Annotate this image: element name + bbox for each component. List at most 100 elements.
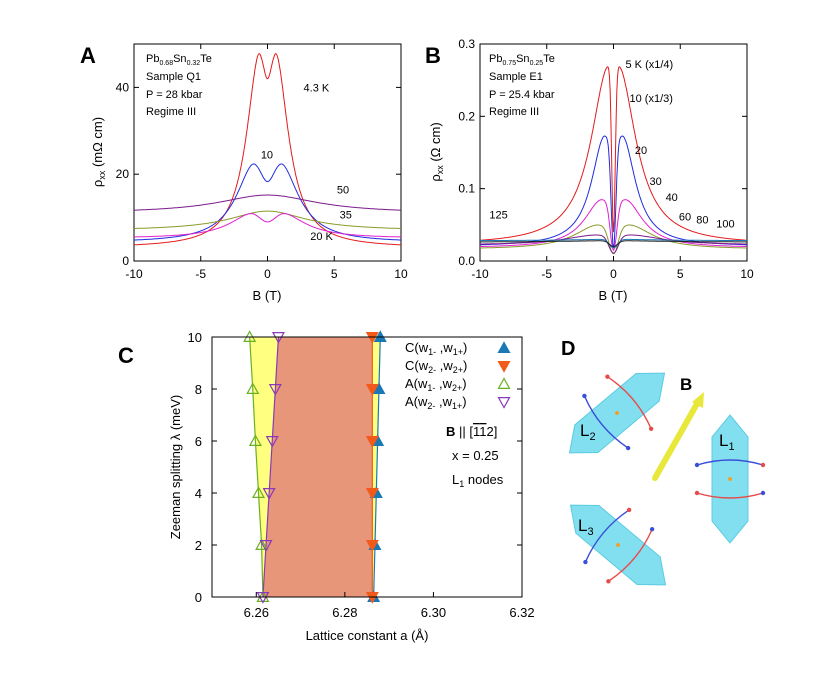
chart-panel-a: 4.3 K 10 50 35 20 K -10 -5 0 5 10 0 20 40 Pb0.68Sn0… — [90, 43, 408, 303]
regime-a: Regime III — [146, 106, 196, 118]
marker-c-3-3 — [265, 436, 279, 448]
marker-c-2-4 — [246, 382, 260, 394]
legend-entry-c-1: C(w2- ,w2+) — [405, 358, 467, 375]
xlabel-b: B (T) — [599, 288, 628, 303]
field-label-d: B — [680, 375, 692, 394]
xtick-label-b-0: -10 — [471, 267, 489, 281]
nodes-label: L1 nodes — [452, 472, 504, 489]
curve-label-a-1: 10 — [261, 150, 273, 162]
phase-regions-c — [249, 337, 381, 597]
series-group-a: 4.3 K 10 50 35 20 K — [134, 53, 401, 246]
ytick-label-c-0: 0 — [195, 590, 202, 605]
marker-c-1-2 — [365, 488, 379, 500]
xtick-label-a-1: -5 — [195, 267, 206, 281]
sample-a: Sample Q1 — [146, 71, 201, 83]
panel-letter-b: B — [425, 43, 441, 68]
marker-c-3-5 — [271, 332, 285, 344]
legend-marker-c-0 — [497, 341, 511, 353]
series-markers-c — [243, 330, 387, 604]
crystal-l1 — [694, 414, 766, 544]
xtick-label-c-3: 6.32 — [509, 605, 534, 620]
xtick-label-c-1: 6.28 — [332, 605, 357, 620]
marker-c-3-1 — [259, 539, 273, 552]
legend-entry-c-0: C(w1- ,w1+) — [405, 340, 467, 357]
region-salmon — [262, 337, 373, 597]
marker-c-3-2 — [262, 488, 276, 500]
info-block-b: Pb0.75Sn0.25Te Sample E1 P = 25.4 kbar R… — [489, 53, 555, 118]
annotation-c: B || [112] x = 0.25 L1 nodes — [446, 424, 504, 489]
xtick-label-a-2: 0 — [264, 267, 271, 281]
xtick-label-b-4: 10 — [740, 267, 754, 281]
curve-label-b-3: 30 — [650, 176, 662, 188]
axes-b: -10 -5 0 5 10 0.0 0.1 0.2 0.3 — [458, 37, 754, 281]
marker-c-2-2 — [251, 486, 266, 498]
series-line-c-2 — [249, 336, 264, 598]
xtick-label-a-4: 10 — [394, 267, 408, 281]
legend-entry-c-3: A(w2- ,w1+) — [405, 394, 467, 411]
marker-c-3-0 — [256, 591, 270, 604]
sample-b: Sample E1 — [489, 71, 543, 83]
xtick-label-a-3: 5 — [331, 267, 338, 281]
pressure-b: P = 25.4 kbar — [489, 89, 555, 101]
xtick-label-b-1: -5 — [541, 267, 552, 281]
legend-entry-c-2: A(w1- ,w2+) — [405, 376, 467, 393]
series-line-a-2 — [134, 194, 401, 211]
ytick-label-c-4: 8 — [195, 382, 202, 397]
panel-letter-a: A — [80, 43, 96, 68]
ylabel-a: ρxx (mΩ cm) — [90, 117, 107, 187]
ylabel-b: ρxx (Ω cm) — [428, 122, 445, 181]
marker-c-2-3 — [248, 434, 262, 446]
ytick-label-c-5: 10 — [188, 330, 202, 345]
series-line-c-0 — [373, 336, 381, 598]
curve-label-b-1: 10 (x1/3) — [630, 93, 673, 105]
marker-c-2-5 — [243, 330, 257, 342]
label-l3: L3 — [578, 516, 594, 538]
curve-label-a-3: 35 — [340, 209, 352, 221]
xtick-label-b-3: 5 — [677, 267, 684, 281]
series-line-a-0 — [134, 53, 401, 246]
plot-frame-c — [211, 336, 523, 598]
curve-label-b-7: 100 — [716, 219, 734, 231]
marker-c-1-5 — [365, 332, 379, 344]
ytick-label-c-1: 2 — [195, 538, 202, 553]
curve-label-b-2: 20 — [635, 145, 647, 157]
series-line-a-3 — [134, 210, 401, 229]
xtick-label-a-0: -10 — [125, 267, 143, 281]
series-line-b-3 — [480, 224, 747, 255]
curve-label-a-0: 4.3 K — [304, 83, 330, 95]
ytick-label-a-1: 20 — [116, 167, 130, 181]
series-line-b-0 — [479, 66, 748, 241]
formula-b: Pb0.75Sn0.25Te — [489, 53, 555, 67]
ytick-label-c-2: 4 — [195, 486, 202, 501]
series-line-b-6 — [480, 240, 747, 247]
ytick-label-c-3: 6 — [195, 434, 202, 449]
marker-c-1-1 — [365, 539, 379, 552]
marker-c-0-5 — [373, 330, 387, 342]
marker-c-1-0 — [365, 591, 379, 604]
series-line-a-4 — [134, 213, 401, 238]
marker-c-1-4 — [365, 384, 379, 396]
curve-label-b-0: 5 K (x1/4) — [626, 59, 674, 71]
series-line-b-4 — [480, 234, 747, 254]
ytick-label-a-0: 0 — [122, 254, 129, 268]
ytick-label-b-0: 0.0 — [458, 254, 475, 268]
pressure-a: P = 28 kbar — [146, 89, 203, 101]
label-l1: L1 — [719, 431, 735, 453]
marker-c-2-1 — [255, 538, 269, 551]
xtick-label-c-0: 6.26 — [244, 605, 269, 620]
marker-c-3-4 — [268, 384, 282, 396]
ytick-label-a-2: 40 — [116, 80, 130, 94]
legend-marker-c-1 — [497, 361, 511, 373]
panel-letter-d: D — [561, 338, 575, 360]
info-block-a: Pb0.68Sn0.32Te Sample Q1 P = 28 kbar Reg… — [146, 53, 212, 118]
crystal-l2 — [568, 372, 666, 454]
composition-label: x = 0.25 — [452, 448, 499, 463]
series-line-c-3 — [262, 336, 280, 598]
curve-label-a-2: 50 — [337, 184, 349, 196]
series-lines-c — [249, 336, 381, 598]
panel-d-diagram: B L2 L1 — [568, 372, 766, 586]
curve-label-b-4: 40 — [666, 192, 678, 204]
panel-letter-c: C — [118, 343, 134, 368]
